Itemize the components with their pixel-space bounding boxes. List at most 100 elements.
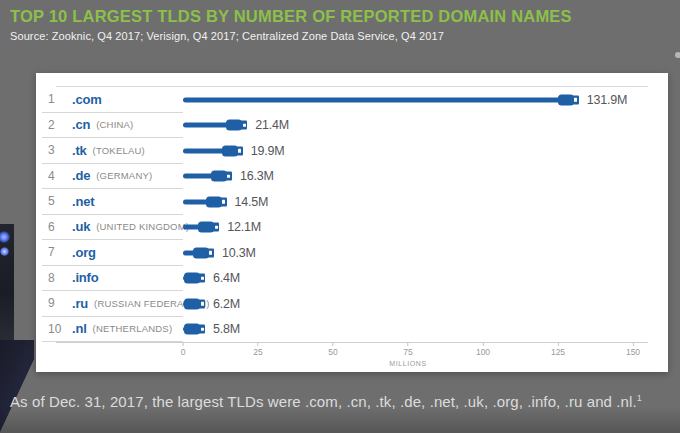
tick-label: 125: [551, 347, 565, 357]
bar-plug-icon: [183, 266, 205, 292]
rank-number: 7: [48, 245, 72, 259]
x-axis-tick: 50: [328, 343, 337, 357]
tld-name: .de: [72, 168, 90, 183]
tld-name: .net: [72, 194, 94, 209]
tick-mark: [558, 343, 559, 346]
x-axis-tick: 75: [403, 343, 412, 357]
plug-tip-hole: [243, 124, 246, 128]
bar-plug-icon: [183, 317, 205, 343]
table-row: 3 .tk (TOKELAU) 19.9M: [36, 138, 668, 164]
row-label: 8 .info: [42, 266, 183, 292]
plug-tip: [198, 325, 205, 334]
x-axis-tick: 25: [253, 343, 262, 357]
background-light-dot: [675, 52, 680, 58]
rank-number: 1: [48, 92, 72, 106]
rank-number: 2: [48, 118, 72, 132]
value-label: 10.3M: [222, 246, 256, 260]
slide: TOP 10 LARGEST TLDS BY NUMBER OF REPORTE…: [0, 0, 680, 433]
table-row: 8 .info 6.4M: [36, 266, 668, 292]
table-row: 2 .cn (CHINA) 21.4M: [36, 113, 668, 139]
country-name: (UNITED KINGDOM): [96, 221, 189, 232]
bar-plug-icon: [183, 164, 232, 190]
rank-number: 4: [48, 169, 72, 183]
table-row: 1 .com 131.9M: [36, 87, 668, 113]
tld-name: .uk: [72, 219, 90, 234]
bar-cell: 19.9M: [183, 138, 668, 164]
plug-tip: [225, 172, 232, 181]
bar-plug-icon: [183, 138, 243, 164]
plug-tip-hole: [238, 149, 241, 153]
table-row: 9 .ru (RUSSIAN FEDERATION) 6.2M: [36, 291, 668, 317]
value-label: 12.1M: [227, 220, 261, 234]
tld-name: .com: [72, 92, 102, 107]
rank-number: 9: [48, 296, 72, 310]
table-row: 10 .nl (NETHERLANDS) 5.8M: [36, 317, 668, 343]
plug-tip: [572, 95, 579, 104]
bar-cell: 10.3M: [183, 240, 668, 266]
tick-mark: [182, 343, 183, 346]
country-name: (TOKELAU): [93, 145, 145, 156]
tld-name: .tk: [72, 143, 87, 158]
caption-text: As of Dec. 31, 2017, the largest TLDs we…: [10, 393, 637, 410]
chart-title: TOP 10 LARGEST TLDS BY NUMBER OF REPORTE…: [10, 7, 670, 26]
plug-tip-hole: [227, 175, 230, 179]
plug-cable: [183, 97, 565, 102]
rank-number: 8: [48, 271, 72, 285]
value-label: 6.2M: [213, 297, 240, 311]
row-label: 9 .ru (RUSSIAN FEDERATION): [42, 291, 183, 317]
x-axis-tick: 150: [626, 343, 640, 357]
row-label: 6 .uk (UNITED KINGDOM): [42, 215, 183, 241]
tick-mark: [333, 343, 334, 346]
row-label: 1 .com: [42, 87, 183, 113]
plug-tip: [198, 299, 205, 308]
country-name: (CHINA): [96, 119, 133, 130]
bar-cell: 5.8M: [183, 317, 668, 343]
plug-tip-hole: [201, 302, 204, 306]
plug-tip-hole: [201, 277, 204, 281]
table-row: 5 .net 14.5M: [36, 189, 668, 215]
tld-name: .info: [72, 270, 98, 285]
row-label: 7 .org: [42, 240, 183, 266]
value-label: 16.3M: [240, 169, 274, 183]
x-axis: 0 25 50 75 100 125 150: [36, 343, 668, 361]
tld-name: .org: [72, 245, 96, 260]
rank-number: 5: [48, 194, 72, 208]
row-label: 10 .nl (NETHERLANDS): [42, 317, 183, 343]
value-label: 21.4M: [255, 118, 289, 132]
bar-cell: 6.4M: [183, 266, 668, 292]
bar-cell: 12.1M: [183, 215, 668, 241]
tick-label: 100: [476, 347, 490, 357]
plug-tip-hole: [222, 200, 225, 204]
tld-name: .ru: [72, 296, 88, 311]
plug-tip: [198, 274, 205, 283]
tick-mark: [483, 343, 484, 346]
tick-label: 25: [253, 347, 262, 357]
plug-tip: [207, 248, 214, 257]
plug-tip-hole: [215, 226, 218, 230]
bar-cell: 6.2M: [183, 291, 668, 317]
tick-label: 0: [181, 347, 186, 357]
bar-plug-icon: [183, 113, 247, 139]
country-name: (GERMANY): [96, 170, 152, 181]
table-row: 7 .org 10.3M: [36, 240, 668, 266]
background-light-glow: [0, 247, 9, 256]
country-name: (NETHERLANDS): [93, 323, 173, 334]
plug-tip-hole: [209, 251, 212, 255]
header: TOP 10 LARGEST TLDS BY NUMBER OF REPORTE…: [10, 7, 670, 42]
tick-label: 150: [626, 347, 640, 357]
tick-mark: [408, 343, 409, 346]
bar-rows: 1 .com 131.9M 2 .cn (CHINA) 21.4M: [36, 87, 668, 342]
bar-cell: 21.4M: [183, 113, 668, 139]
bar-cell: 14.5M: [183, 189, 668, 215]
row-label: 2 .cn (CHINA): [42, 113, 183, 139]
plug-tip: [212, 223, 219, 232]
tick-label: 75: [403, 347, 412, 357]
plug-tip-hole: [201, 328, 204, 332]
plug-tip: [220, 197, 227, 206]
value-label: 14.5M: [235, 195, 269, 209]
source-line: Source: Zooknic, Q4 2017; Verisign, Q4 2…: [10, 30, 670, 42]
plug-tip: [240, 121, 247, 130]
tick-label: 50: [328, 347, 337, 357]
rank-number: 10: [48, 322, 72, 336]
row-label: 3 .tk (TOKELAU): [42, 138, 183, 164]
